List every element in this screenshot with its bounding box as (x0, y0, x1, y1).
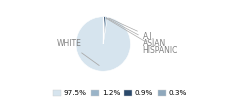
Text: HISPANIC: HISPANIC (106, 18, 178, 55)
Legend: 97.5%, 1.2%, 0.9%, 0.3%: 97.5%, 1.2%, 0.9%, 0.3% (54, 90, 186, 96)
Text: A.I.: A.I. (109, 18, 155, 41)
Text: ASIAN: ASIAN (107, 18, 166, 48)
Wedge shape (76, 17, 131, 71)
Wedge shape (103, 17, 105, 44)
Wedge shape (103, 17, 104, 44)
Text: WHITE: WHITE (57, 40, 99, 66)
Wedge shape (103, 17, 107, 44)
